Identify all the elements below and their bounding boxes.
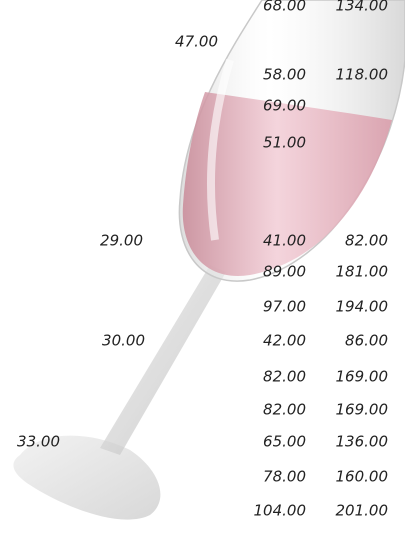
price-right: 169.00: [336, 368, 389, 386]
price-mid: 104.00: [254, 502, 307, 520]
price-mid: 51.00: [263, 134, 306, 152]
price-mid: 82.00: [263, 368, 306, 386]
price-right: 118.00: [336, 66, 389, 84]
price-right: 134.00: [336, 0, 389, 15]
price-right: 169.00: [336, 401, 389, 419]
price-left: 30.00: [102, 332, 145, 350]
price-mid: 78.00: [263, 468, 306, 486]
price-mid: 97.00: [263, 298, 306, 316]
price-mid: 82.00: [263, 401, 306, 419]
wine-menu: 68.00 134.00 47.00 58.00 118.00 69.00 51.00 29.…: [0, 0, 405, 531]
price-mid: 41.00: [263, 232, 306, 250]
price-mid: 58.00: [263, 66, 306, 84]
price-right: 201.00: [336, 502, 389, 520]
price-mid: 69.00: [263, 97, 306, 115]
price-right: 136.00: [336, 433, 389, 451]
price-right: 194.00: [336, 298, 389, 316]
price-mid: 42.00: [263, 332, 306, 350]
price-left: 29.00: [100, 232, 143, 250]
price-mid: 68.00: [263, 0, 306, 15]
price-right: 181.00: [336, 263, 389, 281]
glass-stem: [100, 265, 226, 455]
price-left: 47.00: [175, 33, 218, 51]
price-right: 160.00: [336, 468, 389, 486]
price-right: 82.00: [345, 232, 388, 250]
price-mid: 65.00: [263, 433, 306, 451]
price-mid: 89.00: [263, 263, 306, 281]
price-right: 86.00: [345, 332, 388, 350]
price-left: 33.00: [17, 433, 60, 451]
